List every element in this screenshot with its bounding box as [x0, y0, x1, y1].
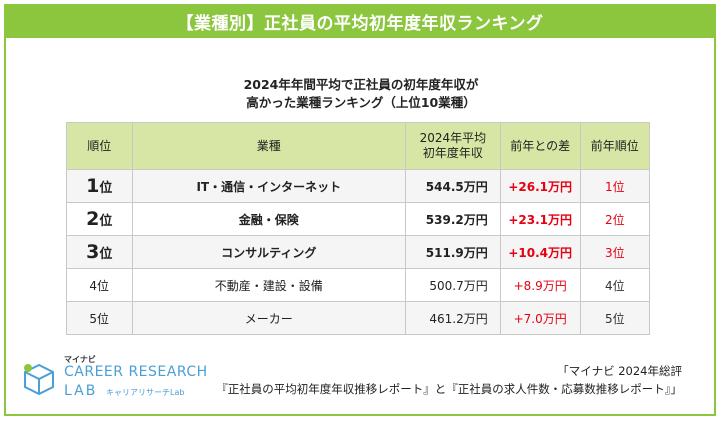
- logo-line-3: キャリアリサーチLab: [106, 388, 185, 397]
- rank-suffix: 位: [99, 214, 113, 229]
- header-average-line-1: 2024年平均: [419, 131, 487, 145]
- rank-cell: 5位: [66, 301, 133, 335]
- header-average-line-2: 初年度年収: [422, 146, 483, 160]
- source-note: 「マイナビ 2024年総評 『正社員の平均初年度年収推移レポート』と『正社員の求…: [216, 362, 682, 398]
- subtitle-line-1: 2024年年間平均で正社員の初年度年収が: [243, 77, 479, 92]
- diff-cell: +8.9万円: [499, 268, 581, 302]
- average-salary-cell: 461.2万円: [405, 301, 501, 335]
- rank-cell: 1位: [66, 169, 133, 203]
- prev-rank-cell: 1位: [579, 169, 651, 203]
- average-salary-cell: 511.9万円: [405, 235, 501, 269]
- rank-suffix: 位: [99, 247, 113, 262]
- header-industry: 業種: [131, 122, 407, 170]
- rank-suffix: 位: [99, 181, 113, 196]
- source-line-1: 「マイナビ 2024年総評: [557, 364, 682, 378]
- average-salary-cell: 544.5万円: [405, 169, 501, 203]
- cube-logo-icon: [24, 363, 54, 396]
- rank-number: 3: [86, 241, 100, 263]
- prev-rank-cell: 3位: [579, 235, 651, 269]
- table-header-row: 順位 業種 2024年平均 初年度年収 前年との差 前年順位: [66, 122, 651, 170]
- ranking-table: 順位 業種 2024年平均 初年度年収 前年との差 前年順位 1位 IT・通信・…: [66, 122, 651, 335]
- table-row: 4位 不動産・建設・設備 500.7万円 +8.9万円 4位: [66, 268, 651, 302]
- rank-cell: 2位: [66, 202, 133, 236]
- industry-cell: メーカー: [131, 301, 407, 335]
- rank-number: 1: [86, 175, 100, 197]
- diff-cell: +10.4万円: [499, 235, 581, 269]
- diff-cell: +23.1万円: [499, 202, 581, 236]
- logo-line-1: CAREER RESEARCH: [64, 364, 208, 380]
- table-row: 2位 金融・保険 539.2万円 +23.1万円 2位: [66, 202, 651, 236]
- table-row: 3位 コンサルティング 511.9万円 +10.4万円 3位: [66, 235, 651, 269]
- header-rank: 順位: [66, 122, 133, 170]
- source-line-2: 『正社員の平均初年度年収推移レポート』と『正社員の求人件数・応募数推移レポート』…: [216, 382, 682, 396]
- career-research-lab-logo: マイナビ CAREER RESEARCH LAB キャリアリサーチLab: [22, 352, 222, 408]
- header-prev-rank: 前年順位: [579, 122, 651, 170]
- prev-rank-cell: 4位: [579, 268, 651, 302]
- subtitle-line-2: 高かった業種ランキング（上位10業種）: [246, 95, 476, 110]
- diff-cell: +26.1万円: [499, 169, 581, 203]
- industry-cell: 不動産・建設・設備: [131, 268, 407, 302]
- chart-subtitle: 2024年年間平均で正社員の初年度年収が 高かった業種ランキング（上位10業種）: [0, 76, 722, 112]
- rank-cell: 3位: [66, 235, 133, 269]
- prev-rank-cell: 5位: [579, 301, 651, 335]
- logo-line-2: LAB: [64, 383, 98, 399]
- average-salary-cell: 539.2万円: [405, 202, 501, 236]
- prev-rank-cell: 2位: [579, 202, 651, 236]
- table-row: 1位 IT・通信・インターネット 544.5万円 +26.1万円 1位: [66, 169, 651, 203]
- header-average: 2024年平均 初年度年収: [405, 122, 501, 170]
- industry-cell: 金融・保険: [131, 202, 407, 236]
- page-title: 【業種別】正社員の平均初年度年収ランキング: [4, 4, 716, 38]
- rank-cell: 4位: [66, 268, 133, 302]
- diff-cell: +7.0万円: [499, 301, 581, 335]
- logo-brand-small: マイナビ: [64, 355, 96, 364]
- industry-cell: IT・通信・インターネット: [131, 169, 407, 203]
- rank-number: 2: [86, 208, 100, 230]
- industry-cell: コンサルティング: [131, 235, 407, 269]
- table-row: 5位 メーカー 461.2万円 +7.0万円 5位: [66, 301, 651, 335]
- header-diff: 前年との差: [499, 122, 581, 170]
- average-salary-cell: 500.7万円: [405, 268, 501, 302]
